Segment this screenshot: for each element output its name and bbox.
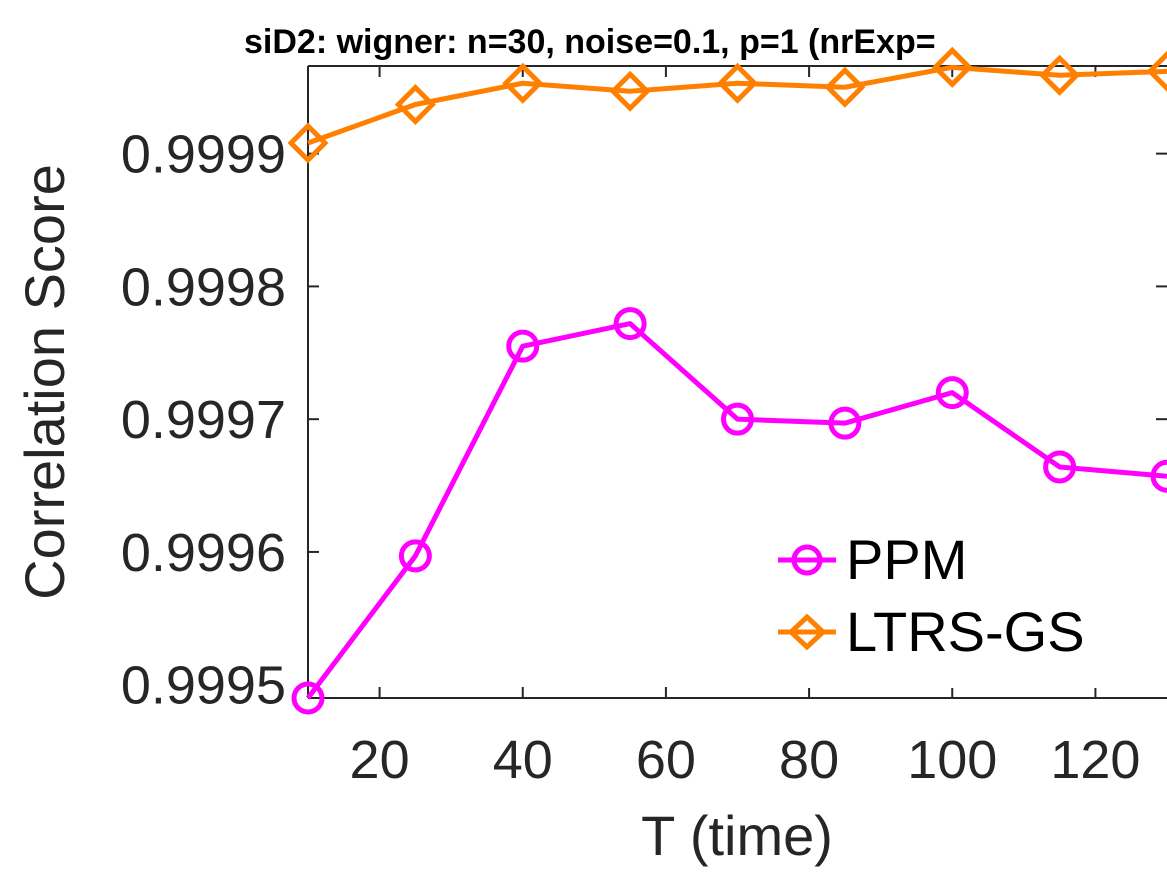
legend-marker-ltrs-gs — [787, 613, 827, 651]
y-tick-label: 0.9995 — [121, 656, 286, 716]
data-point-ltrs-gs — [1039, 54, 1081, 96]
legend: PPM LTRS-GS — [760, 508, 1167, 688]
series-layer — [288, 46, 1167, 715]
x-tick-label: 60 — [636, 730, 696, 790]
y-tick-label: 0.9999 — [121, 125, 286, 185]
chart-title: siD2: wigner: n=30, noise=0.1, p=1 (nrEx… — [244, 23, 936, 61]
data-point-ltrs-gs — [502, 62, 544, 104]
data-point-ppm — [398, 539, 432, 573]
data-point-ppm — [721, 402, 754, 436]
data-point-ltrs-gs — [394, 83, 436, 126]
series-line-ppm — [306, 321, 1167, 700]
data-point-ppm — [613, 307, 647, 341]
legend-box — [760, 508, 1167, 688]
axes: 20 40 60 80 100 120 0.9995 0.9996 0.9997 0.9998 0.… — [121, 65, 1167, 790]
data-point-ppm — [291, 681, 325, 715]
data-point-ppm — [828, 406, 862, 440]
x-tick-label: 20 — [350, 730, 410, 790]
y-axis-label: Correlation Score — [13, 164, 76, 600]
y-tick-label: 0.9996 — [121, 523, 286, 583]
x-tick-label: 80 — [779, 730, 839, 790]
x-tick-label: 100 — [907, 730, 997, 790]
data-point-ppm — [1150, 459, 1167, 493]
x-tick-label: 120 — [1050, 730, 1140, 790]
data-point-ltrs-gs — [716, 62, 759, 104]
x-axis-label: T (time) — [641, 804, 833, 867]
legend-label-ltrs-gs: LTRS-GS — [846, 600, 1085, 663]
data-point-ppm — [935, 376, 969, 410]
data-point-ltrs-gs — [931, 46, 973, 88]
data-point-ppm — [1043, 450, 1077, 484]
data-point-ltrs-gs — [824, 66, 866, 108]
data-point-ltrs-gs — [288, 122, 329, 164]
y-tick-label: 0.9998 — [121, 257, 286, 317]
legend-label-ppm: PPM — [846, 528, 967, 591]
series-group — [288, 46, 1167, 715]
data-point-ltrs-gs — [609, 70, 651, 112]
series-line-ltrs-gs — [307, 64, 1167, 146]
data-point-ppm — [506, 329, 540, 363]
y-tick-label: 0.9997 — [121, 390, 286, 450]
legend-marker-ppm — [791, 544, 823, 576]
x-tick-label: 40 — [493, 730, 553, 790]
data-point-ltrs-gs — [1146, 50, 1167, 92]
